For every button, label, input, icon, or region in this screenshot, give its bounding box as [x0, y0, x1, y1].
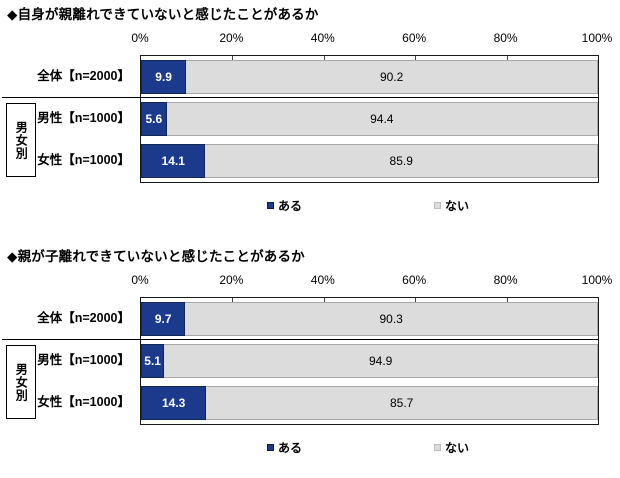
bar-row: 14.1 85.9: [141, 140, 598, 182]
legend-marker-icon: [434, 202, 441, 209]
bar-segment-aru: 5.6: [141, 102, 167, 136]
x-tick-label: 60%: [402, 273, 427, 287]
bar-value-aru: 14.1: [161, 154, 185, 168]
bar-value-aru: 5.6: [145, 112, 163, 126]
bar-value-nai: 94.4: [370, 112, 394, 126]
legend-label: ない: [445, 441, 470, 455]
bar-value-nai: 85.7: [389, 396, 414, 410]
stacked-bar: 9.7 90.3: [141, 302, 598, 336]
bar-value-aru: 14.3: [161, 396, 186, 410]
bar-value-nai: 94.9: [368, 354, 393, 368]
legend-item-aru: ある: [267, 197, 302, 214]
category-label: 男性【n=1000】: [37, 353, 130, 367]
axis-tick-marks: [141, 298, 598, 424]
bar-row: 5.1 94.9: [141, 340, 598, 382]
axis-tick-mark: [323, 298, 325, 302]
bar-value-nai: 85.9: [389, 154, 413, 168]
bar-segment-aru: 14.1: [141, 144, 206, 178]
category-label: 女性【n=1000】: [37, 395, 130, 409]
group-separator-line: [2, 97, 598, 98]
bar-segment-aru: 5.1: [141, 344, 165, 378]
category-labels: 全体【n=2000】 男性【n=1000】 女性【n=1000】: [0, 297, 134, 423]
x-tick-label: 100%: [581, 273, 613, 287]
bar-segment-nai: 85.9: [205, 144, 598, 178]
x-tick-label: 40%: [310, 31, 335, 45]
x-tick-label: 40%: [310, 273, 335, 287]
x-tick-label: 20%: [219, 31, 244, 45]
legend-marker-icon: [267, 444, 274, 451]
x-tick-label: 80%: [493, 31, 518, 45]
axis-tick-mark: [506, 298, 508, 302]
stacked-bar: 9.9 90.2: [141, 60, 598, 94]
x-axis: 0% 20% 40% 60% 80% 100%: [131, 31, 612, 47]
x-axis: 0% 20% 40% 60% 80% 100%: [131, 273, 612, 289]
group-label-box: 男女別: [6, 345, 36, 419]
category-label: 男性【n=1000】: [37, 111, 130, 125]
stacked-bar: 14.1 85.9: [141, 144, 598, 178]
bar-value-aru: 5.1: [144, 354, 161, 368]
stacked-bar: 14.3 85.7: [141, 386, 598, 420]
x-tick-label: 60%: [402, 31, 427, 45]
bar-row: 14.3 85.7: [141, 382, 598, 424]
plot-area: 9.7 90.3 5.1 94.9 14.3 85.7: [140, 297, 599, 425]
chart-title: ◆親が子離れできていないと感じたことがあるか: [7, 249, 305, 264]
category-label: 全体【n=2000】: [37, 311, 130, 325]
bar-value-nai: 90.2: [379, 70, 404, 84]
plot-area: 9.9 90.2 5.6 94.4 14.1 85.9: [140, 55, 599, 183]
bar-row: 9.9 90.2: [141, 56, 598, 98]
axis-tick-mark: [232, 298, 234, 302]
x-tick-label: 100%: [581, 31, 613, 45]
legend-item-nai: ない: [434, 197, 469, 214]
bar-rows: 9.7 90.3 5.1 94.9 14.3 85.7: [141, 298, 598, 424]
stacked-bar: 5.1 94.9: [141, 344, 598, 378]
x-tick-label: 20%: [219, 273, 244, 287]
legend: ある ない: [0, 197, 620, 213]
bar-segment-nai: 90.3: [185, 302, 598, 336]
bar-row: 5.6 94.4: [141, 98, 598, 140]
category-label: 全体【n=2000】: [37, 69, 130, 83]
stacked-bar: 5.6 94.4: [141, 102, 598, 136]
legend-item-nai: ない: [434, 439, 469, 456]
axis-tick-mark: [415, 298, 417, 302]
bar-value-nai: 90.3: [379, 312, 403, 326]
bar-segment-nai: 85.7: [206, 386, 598, 420]
x-tick-label: 0%: [131, 31, 149, 45]
legend-label: ある: [278, 441, 303, 455]
legend-marker-icon: [434, 444, 441, 451]
bar-segment-nai: 90.2: [186, 60, 598, 94]
bar-value-aru: 9.9: [155, 70, 172, 84]
bar-value-aru: 9.7: [154, 312, 172, 326]
chart-title: ◆自身が親離れできていないと感じたことがあるか: [7, 7, 319, 22]
legend-label: ない: [445, 199, 470, 213]
bar-segment-aru: 9.7: [141, 302, 186, 336]
axis-tick-mark: [415, 56, 417, 60]
bar-segment-aru: 9.9: [141, 60, 187, 94]
category-labels: 全体【n=2000】 男性【n=1000】 女性【n=1000】: [0, 55, 134, 181]
bar-rows: 9.9 90.2 5.6 94.4 14.1 85.9: [141, 56, 598, 182]
bar-segment-nai: 94.9: [164, 344, 598, 378]
category-label: 女性【n=1000】: [37, 153, 130, 167]
bar-segment-aru: 14.3: [141, 386, 207, 420]
group-label: 男女別: [14, 362, 29, 402]
x-tick-label: 80%: [493, 273, 518, 287]
x-tick-label: 0%: [131, 273, 149, 287]
chart-self-parent-separation: ◆自身が親離れできていないと感じたことがあるか 0% 20% 40% 60% 80% 10…: [0, 0, 620, 236]
legend-label: ある: [278, 199, 303, 213]
legend-item-aru: ある: [267, 439, 302, 456]
legend: ある ない: [0, 439, 620, 455]
bar-row: 9.7 90.3: [141, 298, 598, 340]
chart-parent-child-separation: ◆親が子離れできていないと感じたことがあるか 0% 20% 40% 60% 80% 100…: [0, 242, 620, 478]
axis-tick-mark: [232, 56, 234, 60]
axis-tick-mark: [323, 56, 325, 60]
group-separator-line: [2, 339, 598, 340]
group-label-box: 男女別: [6, 103, 36, 177]
bar-segment-nai: 94.4: [166, 102, 598, 136]
axis-tick-mark: [506, 56, 508, 60]
group-label: 男女別: [14, 120, 29, 160]
legend-marker-icon: [267, 202, 274, 209]
axis-tick-marks: [141, 56, 598, 182]
